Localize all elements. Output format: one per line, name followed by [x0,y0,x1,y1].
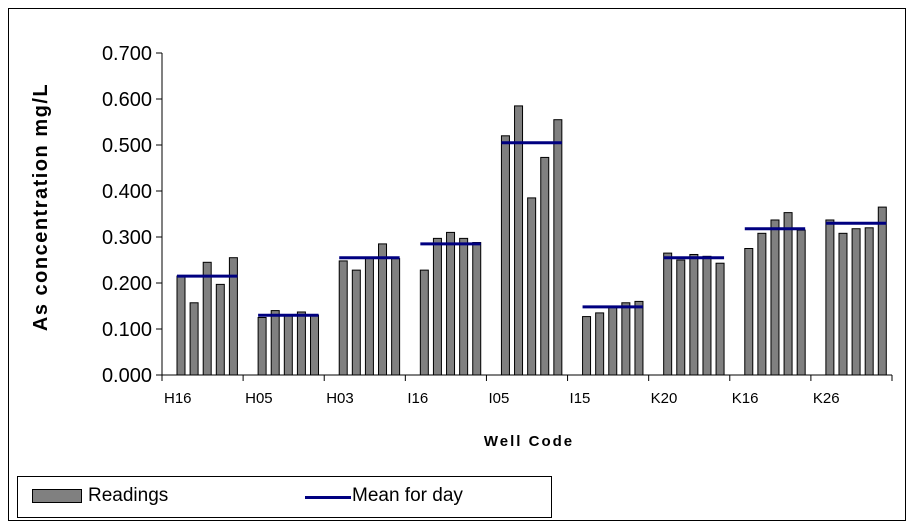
y-tick-label: 0.500 [102,135,152,157]
bar-reading [634,300,644,376]
y-tick-label: 0.700 [102,43,152,65]
x-tick-label: K20 [651,390,678,407]
bar-reading [514,105,524,376]
bar-reading [864,227,874,376]
bar-reading [215,283,225,376]
x-axis-ticks: H16 H05 H03 I16 I05 I15 K20 K16 K26 [161,375,893,407]
bar-reading [257,317,267,376]
x-tick-label: K16 [732,390,759,407]
legend-readings-swatch [32,489,82,503]
bar-reading [796,229,806,376]
bar-reading [676,259,686,376]
y-axis-ticks: 0.000 0.100 0.200 0.300 0.400 0.500 0.600 0.700 [102,43,162,387]
y-tick-label: 0.000 [102,365,152,387]
bar-reading [364,257,374,376]
x-tick-label: I15 [570,390,591,407]
y-tick-label: 0.600 [102,89,152,111]
bar-reading [702,255,712,376]
bar-reading [310,314,320,376]
bar-reading [296,311,306,376]
y-tick-label: 0.300 [102,227,152,249]
bar-reading [783,212,793,376]
bar-reading [446,231,456,376]
x-tick-label: I05 [488,390,509,407]
bar-reading [582,316,592,376]
chart-svg: 0.000 0.100 0.200 0.300 0.400 0.500 0.600 0.700… [30,43,893,450]
x-tick-label: H16 [164,390,192,407]
y-axis-label: As concentration mg/L [30,83,52,331]
bar-reading [391,258,401,376]
bar-reading [851,228,861,376]
y-tick-label: 0.200 [102,273,152,295]
y-tick-label: 0.100 [102,319,152,341]
mean-lines-group [177,141,887,317]
bar-reading [553,119,563,376]
bar-reading [757,232,767,376]
bar-reading [176,275,186,376]
bar-reading [621,302,631,376]
bar-reading [608,306,618,376]
y-tick-label: 0.400 [102,181,152,203]
bar-reading [877,206,887,376]
bar-reading [663,252,673,376]
bar-reading [744,248,754,376]
bar-reading [527,197,537,376]
bar-reading [770,219,780,376]
x-tick-label: I16 [407,390,428,407]
bar-reading [595,312,605,376]
x-tick-label: K26 [813,390,840,407]
bar-reading [540,156,550,376]
bar-reading [715,262,725,376]
bars-group [176,105,887,376]
legend-readings-label: Readings [88,485,169,506]
x-axis-label: Well Code [484,433,574,450]
bar-reading [189,302,199,376]
bar-reading [432,237,442,376]
bar-reading [270,310,280,376]
legend-mean-label: Mean for day [352,485,463,506]
bar-reading [500,135,510,376]
x-tick-label: H03 [326,390,354,407]
legend-mean-swatch [305,496,351,499]
bar-reading [689,253,699,376]
bar-reading [378,243,388,376]
bar-reading [459,237,469,376]
bar-reading [351,269,361,376]
bar-reading [419,269,429,376]
bar-reading [838,232,848,376]
legend: Readings Mean for day [17,476,552,518]
bar-reading [283,314,293,376]
bar-reading [825,219,835,376]
bar-reading [202,261,212,376]
x-tick-label: H05 [245,390,273,407]
bar-reading [338,260,348,376]
chart-frame: 0.000 0.100 0.200 0.300 0.400 0.500 0.600 0.700… [8,8,906,521]
bar-reading [472,242,482,376]
